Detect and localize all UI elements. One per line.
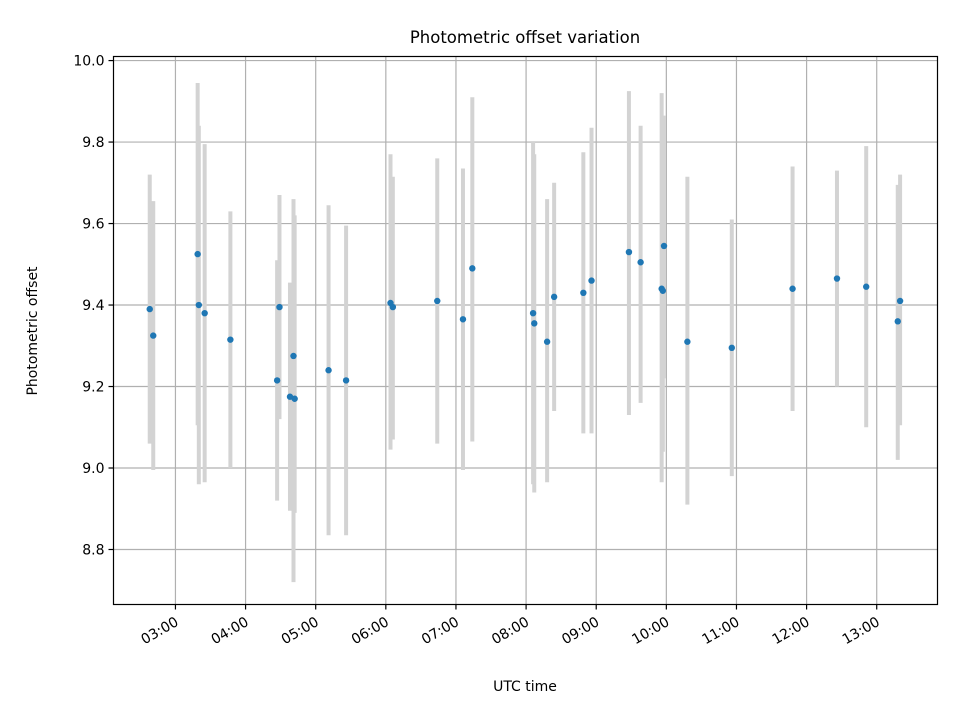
data-point	[863, 283, 870, 290]
data-point	[290, 352, 297, 360]
data-point	[580, 289, 587, 297]
y-tick-label: 9.2	[82, 380, 104, 396]
y-tick-label: 9.6	[82, 217, 104, 233]
data-point	[342, 377, 350, 384]
data-point	[529, 309, 537, 317]
data-point	[896, 297, 904, 305]
data-point	[325, 367, 332, 374]
chart-title: Photometric offset variation	[410, 28, 640, 47]
x-tick-label: 06:00	[349, 614, 392, 648]
data-point	[459, 316, 467, 323]
y-tick-label: 9.4	[82, 298, 104, 314]
grid-lines	[113, 56, 938, 605]
data-point	[625, 248, 633, 256]
data-point	[389, 303, 397, 311]
data-point	[195, 301, 203, 309]
x-tick-label: 03:00	[138, 614, 181, 648]
x-tick-label: 11:00	[700, 614, 743, 648]
data-point	[146, 305, 153, 313]
y-tick-label: 9.0	[82, 461, 104, 477]
x-tick-label: 05:00	[279, 614, 322, 648]
data-point	[684, 338, 691, 345]
data-point	[659, 287, 667, 294]
data-point	[833, 275, 841, 282]
data-points	[146, 242, 904, 402]
y-tick-label: 8.8	[82, 542, 104, 558]
x-tick-label: 09:00	[559, 614, 602, 648]
data-point	[469, 265, 476, 272]
y-axis-label: Photometric offset	[25, 266, 41, 396]
data-point	[728, 344, 735, 352]
data-point	[543, 338, 551, 345]
y-tick-label: 9.8	[82, 135, 104, 151]
x-axis-label: UTC time	[493, 679, 557, 695]
data-point	[194, 250, 201, 258]
data-point	[789, 285, 796, 292]
x-tick-label: 12:00	[770, 614, 813, 648]
data-point	[894, 318, 901, 325]
x-tick-label: 10:00	[629, 614, 672, 648]
data-point	[276, 303, 283, 311]
y-tick-label: 10.0	[73, 54, 104, 70]
data-point	[531, 320, 538, 327]
data-point	[273, 377, 281, 384]
data-point	[660, 242, 668, 250]
x-tick-label: 08:00	[489, 614, 532, 648]
axis-ticks: 03:00 04:00 05:00 06:00 07:00 08:00 09:00 10:00…	[73, 54, 882, 649]
x-tick-label: 13:00	[840, 614, 883, 648]
data-point	[150, 332, 157, 339]
error-bars	[147, 82, 903, 583]
data-point	[291, 395, 298, 402]
x-tick-label: 07:00	[419, 614, 462, 648]
data-point	[434, 297, 441, 305]
data-point	[588, 277, 595, 284]
data-point	[550, 293, 558, 301]
data-point	[637, 259, 644, 266]
data-point	[227, 336, 234, 343]
x-tick-label: 04:00	[209, 614, 252, 648]
data-point	[201, 309, 208, 317]
